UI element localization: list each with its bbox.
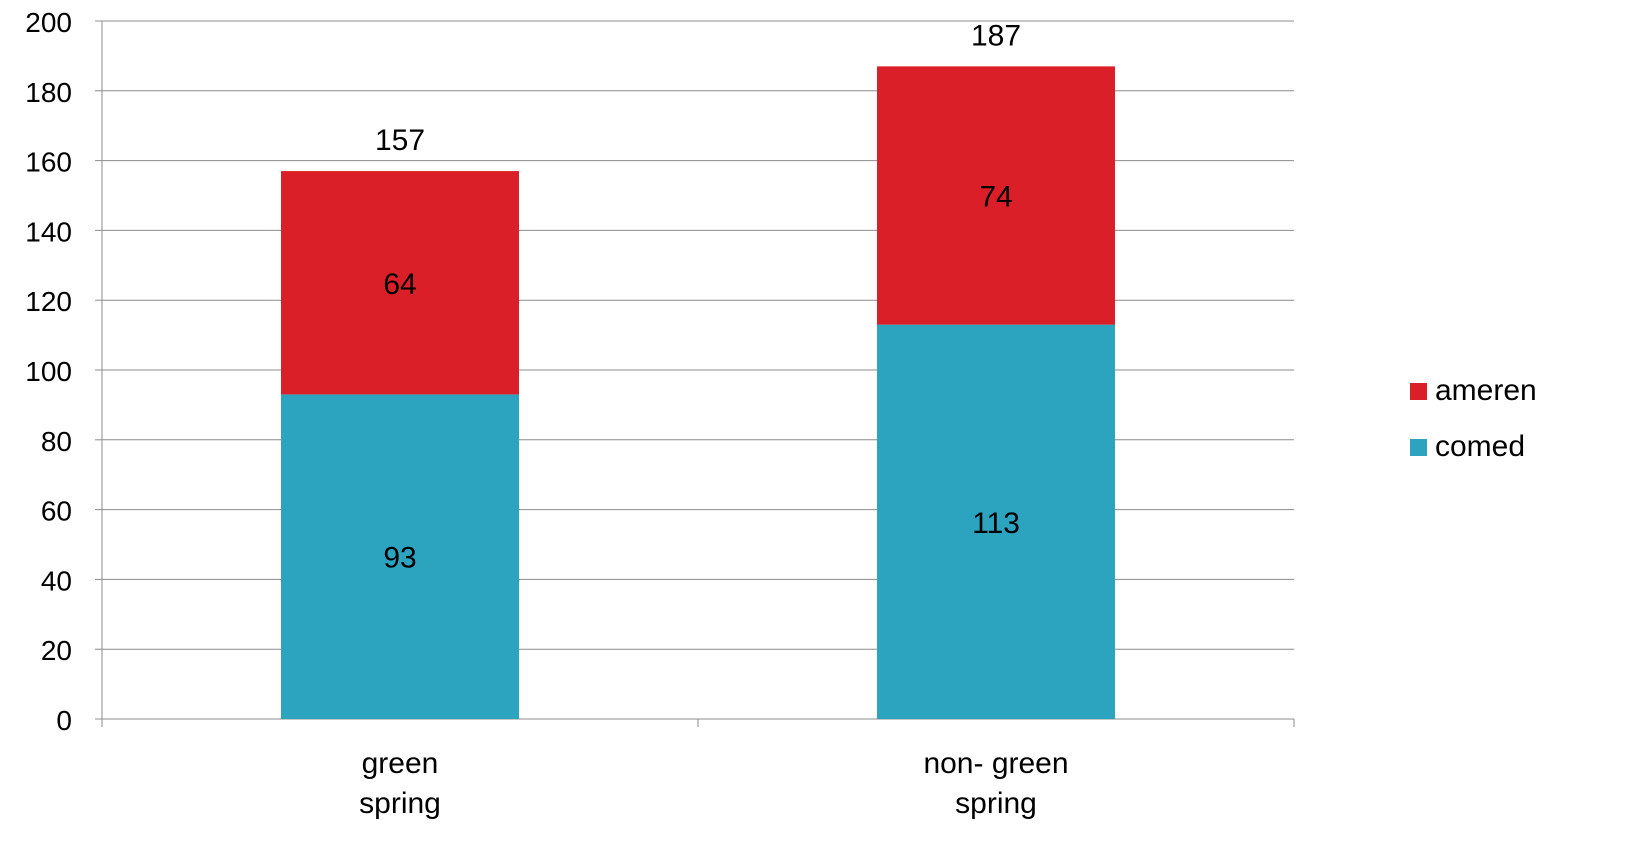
total-label: 157 bbox=[375, 124, 425, 157]
y-tick-label: 100 bbox=[25, 356, 72, 387]
y-tick-label: 20 bbox=[41, 635, 72, 666]
bar-segment-comed bbox=[281, 394, 519, 719]
bars: 93 64 157 113 74 187 bbox=[281, 19, 1115, 719]
gridlines bbox=[102, 20, 1294, 650]
x-category-label: spring bbox=[955, 787, 1037, 820]
y-tick-label: 80 bbox=[41, 426, 72, 457]
y-tick-label: 180 bbox=[25, 77, 72, 108]
data-label-ameren: 64 bbox=[383, 268, 416, 301]
data-label-ameren: 74 bbox=[979, 181, 1012, 214]
data-label-comed: 93 bbox=[383, 542, 416, 575]
total-label: 187 bbox=[971, 19, 1021, 52]
bar-segment-ameren bbox=[281, 171, 519, 395]
legend-swatch-comed bbox=[1410, 439, 1427, 456]
y-axis-tick-labels: 0 20 40 60 80 100 120 140 160 180 200 bbox=[25, 7, 72, 736]
y-tick-label: 140 bbox=[25, 216, 72, 247]
y-tick-label: 120 bbox=[25, 286, 72, 317]
x-category-label: non- green bbox=[923, 747, 1068, 780]
y-tick-label: 60 bbox=[41, 496, 72, 527]
data-label-comed: 113 bbox=[972, 507, 1020, 540]
x-category-label: spring bbox=[359, 787, 441, 820]
legend: ameren comed bbox=[1410, 374, 1537, 463]
y-tick-label: 200 bbox=[25, 7, 72, 38]
bar-segment-comed bbox=[877, 324, 1115, 719]
x-category-label: green bbox=[362, 747, 439, 780]
bar-segment-ameren bbox=[877, 66, 1115, 325]
y-tick-label: 0 bbox=[56, 705, 72, 736]
legend-swatch-ameren bbox=[1410, 383, 1427, 400]
legend-label-ameren: ameren bbox=[1435, 374, 1537, 407]
y-tick-label: 160 bbox=[25, 147, 72, 178]
x-axis-category-labels: green spring non- green spring bbox=[359, 747, 1068, 820]
y-tick-label: 40 bbox=[41, 565, 72, 596]
legend-label-comed: comed bbox=[1435, 430, 1525, 463]
